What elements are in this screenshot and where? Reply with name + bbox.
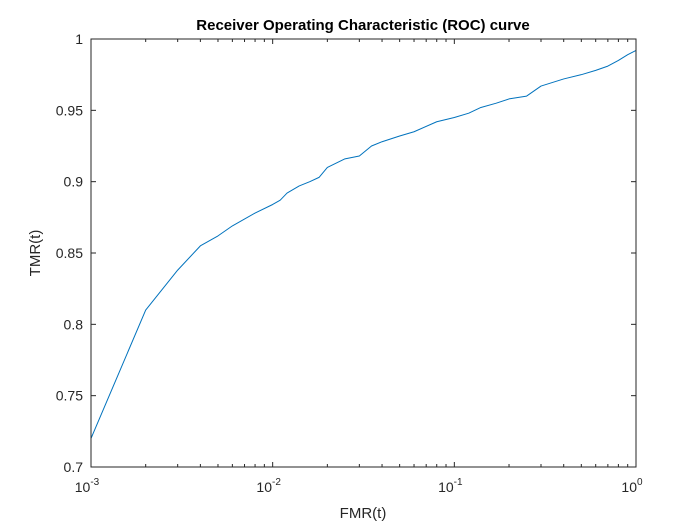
x-axis-label: FMR(t)	[340, 505, 387, 522]
x-tick-base: 10	[621, 479, 637, 495]
x-tick-label: 10-2	[256, 477, 281, 495]
y-tick-label: 1	[75, 31, 83, 47]
roc-series-line	[90, 49, 637, 439]
y-tick-label: 0.9	[64, 174, 84, 190]
y-axis-label: TMR(t)	[27, 230, 44, 277]
x-tick-exponent: -2	[272, 477, 281, 488]
chart-title: Receiver Operating Characteristic (ROC) …	[196, 17, 529, 34]
plot-frame	[90, 38, 637, 468]
y-tick-label: 0.8	[64, 316, 84, 332]
x-tick-exponent: 0	[637, 477, 643, 488]
x-tick-label: 100	[621, 477, 643, 495]
x-tick-base: 10	[438, 479, 454, 495]
x-tick-base: 10	[75, 479, 91, 495]
y-tick-label: 0.85	[56, 245, 83, 261]
series-layer	[90, 49, 637, 439]
x-tick-base: 10	[256, 479, 272, 495]
x-tick-exponent: -1	[454, 477, 463, 488]
y-tick-label: 0.75	[56, 388, 83, 404]
x-tick-label: 10-3	[75, 477, 100, 495]
x-tick-label: 10-1	[438, 477, 463, 495]
y-tick-label: 0.7	[64, 459, 84, 475]
x-tick-exponent: -3	[90, 477, 99, 488]
plot-area	[91, 39, 636, 467]
y-tick-label: 0.95	[56, 102, 83, 118]
